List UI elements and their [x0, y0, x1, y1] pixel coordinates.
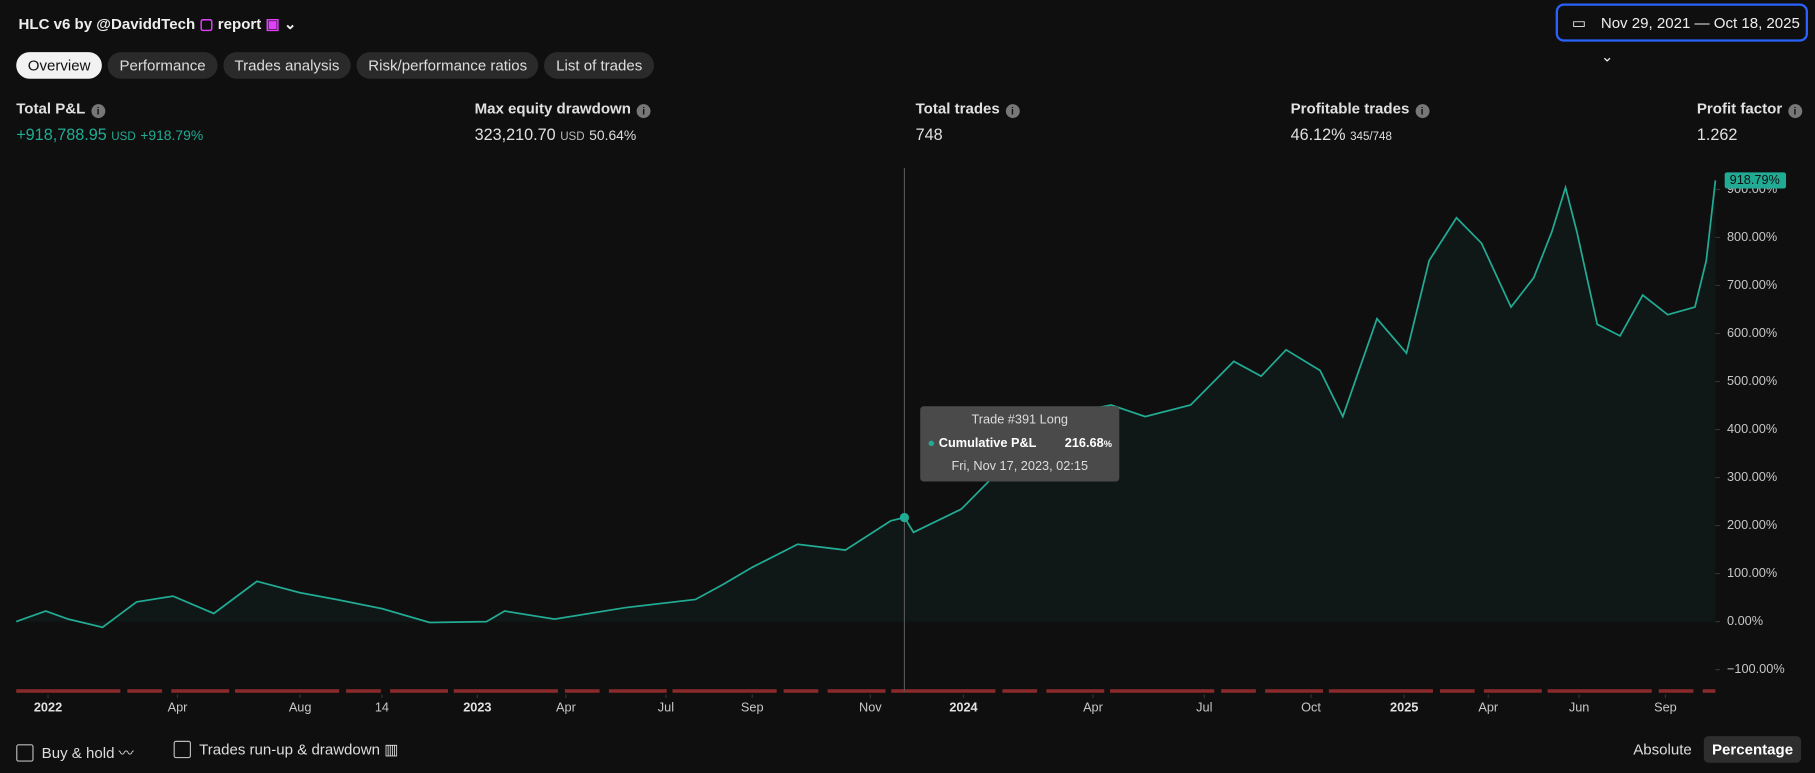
metric-label: Profitable trades i [1290, 99, 1430, 119]
info-icon: i [91, 104, 105, 119]
y-tick-label: 400.00% [1727, 421, 1777, 436]
report-title: HLC v6 by @DaviddTech ▢ report ▣ ⌄ [18, 15, 297, 33]
metric-label: Profit factor i [1697, 100, 1802, 119]
metric-label: Total P&L i [16, 100, 203, 119]
x-tick-label: Jul [658, 700, 674, 715]
metric: Total P&L i +918,788.95 USD +918.79% [16, 100, 203, 144]
tooltip-label: Cumulative P&L [938, 436, 1037, 451]
x-tick-label: Apr [1478, 700, 1499, 715]
metric-value: 46.12% 345/748 [1291, 125, 1429, 144]
tooltip-unit: % [1103, 438, 1112, 450]
y-tick-label: 200.00% [1727, 517, 1777, 532]
value: 46.12% [1290, 125, 1346, 144]
info-icon: i [1415, 104, 1430, 119]
tooltip-title: Trade #391 Long [971, 413, 1069, 428]
y-tick-label: 100.00% [1727, 565, 1777, 580]
chart: −100.00% 0.00% 100.00% 200.00% 300.00% 400.00… [15, 167, 1787, 715]
mode-button[interactable]: Percentage [1703, 736, 1802, 763]
y-tick-label: 700.00% [1727, 277, 1777, 292]
x-tick-label: 2025 [1390, 700, 1418, 715]
unit: USD [111, 130, 136, 144]
y-tick-label: 500.00% [1727, 373, 1777, 388]
info-icon: i [1787, 104, 1802, 119]
y-tick-label: 800.00% [1727, 229, 1777, 244]
option-label: Buy & hold [41, 744, 115, 762]
y-tick-label: −100.00% [1727, 661, 1785, 676]
extra: 345/748 [1350, 130, 1392, 144]
metric-label-text: Total trades [915, 99, 1000, 117]
metric: Total trades i 748 [916, 100, 1020, 144]
tab[interactable]: Risk/performance ratios [356, 52, 539, 79]
y-tick-label: 0.00% [1727, 613, 1763, 628]
value: 748 [915, 125, 943, 144]
title-suffix: report [217, 15, 262, 33]
x-tick-label: Sep [1654, 700, 1677, 715]
metric: Profit factor i 1.262 [1697, 100, 1802, 144]
tab[interactable]: Trades analysis [222, 52, 351, 79]
metric-value: 1.262 [1697, 125, 1802, 144]
tab[interactable]: List of trades [544, 52, 654, 79]
date-range-button[interactable]: ▭ Nov 29, 2021 — Oct 18, 2025 ⌄ [1555, 3, 1809, 65]
x-tick-label: Aug [289, 700, 312, 715]
tooltip-date: Fri, Nov 17, 2023, 02:15 [951, 459, 1089, 474]
x-tick-label: Oct [1301, 700, 1321, 715]
x-tick-label: Sep [741, 700, 764, 715]
tooltip: Trade #391 Long ● Cumulative P&L 216.68%… [920, 406, 1120, 482]
tab[interactable]: Overview [16, 52, 103, 79]
title-text: HLC v6 by @DaviddTech [18, 15, 196, 33]
mode-label: Percentage [1711, 740, 1794, 759]
value: 323,210.70 [474, 125, 556, 144]
x-tick-label: 2022 [34, 700, 62, 715]
option[interactable]: Buy & hold 〰 [16, 741, 134, 763]
x-tick-label: Jul [1196, 700, 1212, 715]
y-tick-label: 300.00% [1727, 469, 1777, 484]
metric-label-text: Max equity drawdown [474, 99, 631, 117]
metric-label: Total trades i [916, 100, 1020, 119]
x-tick-label: Apr [1083, 700, 1104, 715]
metric: Max equity drawdown i 323,210.70 USD 50.64… [475, 100, 651, 144]
date-range: Nov 29, 2021 — Oct 18, 2025 [1600, 13, 1800, 32]
value: +918,788.95 [16, 125, 107, 144]
option-label: Trades run-up & drawdown [199, 740, 381, 759]
x-tick-label: Nov [859, 700, 882, 715]
extra: 50.64% [589, 127, 637, 144]
last-value-badge [1724, 172, 1787, 189]
unit: USD [560, 130, 585, 144]
x-tick-label: 14 [375, 700, 389, 715]
area-fill [16, 180, 1716, 628]
mode-button[interactable]: Absolute [1633, 741, 1692, 758]
mode-label: Absolute [1633, 740, 1692, 759]
metric: Profitable trades i 46.12% 345/748 [1290, 99, 1430, 144]
tabs: Overview Performance Trades analysis Risk/p… [16, 52, 654, 79]
tab[interactable]: Performance [107, 52, 218, 79]
last-value-label: 918.79% [1730, 172, 1780, 187]
x-tick-label: Apr [556, 700, 577, 715]
metric-label-text: Profitable trades [1290, 99, 1410, 117]
x-tick-label: 2023 [463, 700, 491, 715]
metric-label-text: Total P&L [16, 99, 86, 117]
metric-value: 748 [916, 125, 1020, 144]
hover-point [899, 512, 910, 523]
metric-label-text: Profit factor [1696, 99, 1783, 117]
x-tick-label: 2024 [949, 700, 977, 715]
metric-value: +918,788.95 USD +918.79% [16, 125, 203, 144]
x-tick-label: Jun [1569, 700, 1590, 715]
option[interactable]: Trades run-up & drawdown ▥ [173, 740, 398, 760]
tooltip-value: 216.68 [1064, 436, 1104, 451]
metric-label: Max equity drawdown i [475, 100, 651, 119]
y-tick-label: 600.00% [1727, 325, 1777, 340]
x-tick-label: Apr [168, 700, 189, 715]
extra: +918.79% [140, 127, 204, 144]
metric-value: 323,210.70 USD 50.64% [475, 125, 651, 144]
value: 1.262 [1696, 125, 1738, 144]
info-icon: i [1005, 104, 1020, 119]
info-icon: i [636, 104, 651, 119]
